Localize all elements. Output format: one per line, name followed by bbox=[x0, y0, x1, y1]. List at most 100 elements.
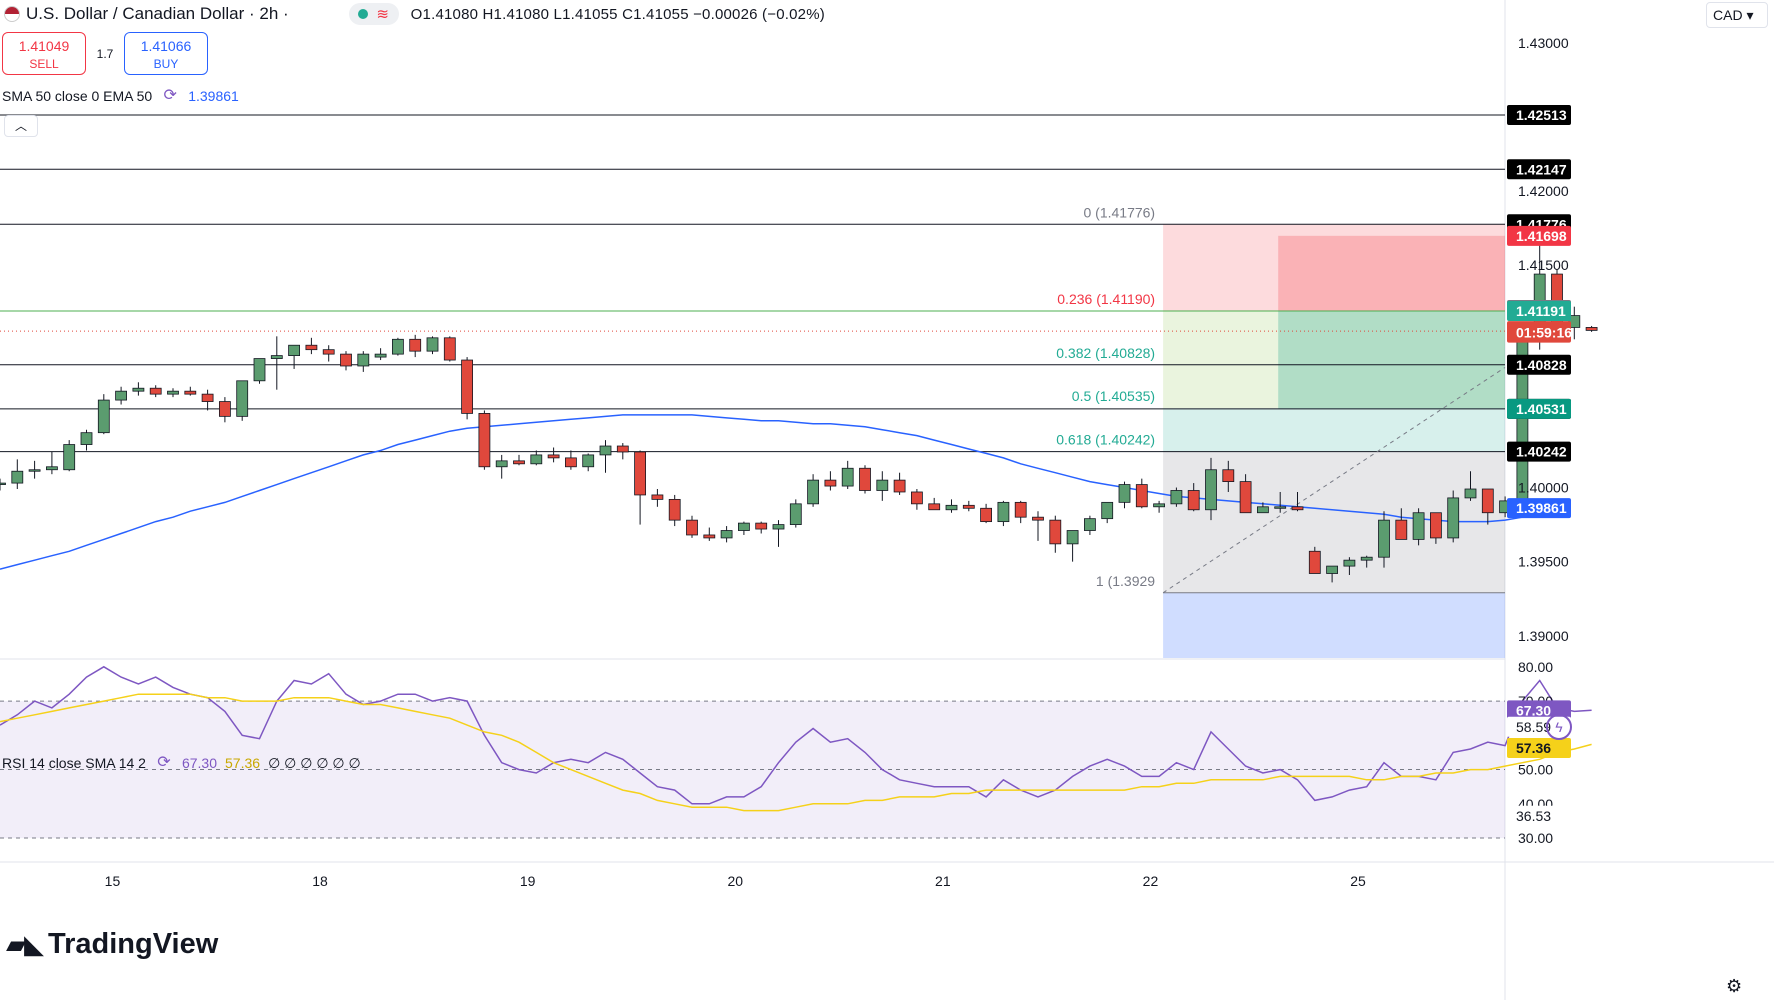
currency-label: CAD bbox=[1713, 7, 1743, 23]
chevron-up-icon[interactable]: ︿ bbox=[4, 115, 38, 137]
candle-body bbox=[616, 445, 629, 453]
candle-body bbox=[530, 454, 543, 465]
rsi-axis-tick: 80.00 bbox=[1518, 659, 1553, 675]
candle-body bbox=[132, 387, 145, 392]
rsi-tag: 36.53 bbox=[1516, 808, 1551, 824]
candle-body bbox=[1187, 490, 1200, 511]
price-tag: 1.41191 bbox=[1516, 303, 1566, 319]
price-axis-tick: 1.43000 bbox=[1518, 35, 1569, 51]
trade-panel: 1.41049 SELL 1.7 1.41066 BUY bbox=[2, 32, 208, 75]
candle-body bbox=[495, 460, 508, 468]
buy-price: 1.41066 bbox=[140, 38, 192, 54]
rsi-tag: 57.36 bbox=[1516, 740, 1551, 756]
cycle-icon[interactable]: ⟳ bbox=[163, 87, 177, 104]
candle-body bbox=[218, 401, 231, 417]
candle-body bbox=[461, 359, 474, 414]
candle-body bbox=[928, 503, 941, 511]
candle-body bbox=[184, 390, 197, 395]
fib-level-label: 0.236 (1.41190) bbox=[1057, 291, 1155, 307]
candle-body bbox=[1066, 530, 1079, 545]
candle-body bbox=[513, 460, 525, 465]
candle-body bbox=[1378, 519, 1390, 558]
tradingview-logo[interactable]: ▰◣ TradingView bbox=[6, 928, 218, 961]
candle-body bbox=[80, 432, 93, 445]
candle-body bbox=[1395, 519, 1408, 540]
position-stop-zone bbox=[1278, 235, 1505, 311]
fib-zone-236-5 bbox=[1163, 311, 1505, 409]
price-tag: 1.39861 bbox=[1516, 500, 1567, 516]
spread-value: 1.7 bbox=[96, 46, 114, 61]
fib-level-label: 0.5 (1.40535) bbox=[1072, 388, 1155, 404]
rsi-indicator-legend[interactable]: RSI 14 close SMA 14 2 ⟳ 67.30 57.36 ∅ ∅ … bbox=[2, 753, 361, 773]
candle-body bbox=[1360, 556, 1373, 561]
ma-indicator-legend[interactable]: SMA 50 close 0 EMA 50 ⟳ 1.39861 bbox=[2, 86, 239, 106]
tradingview-mark-icon: ▰◣ bbox=[6, 929, 44, 959]
market-status-pill[interactable]: ≋ bbox=[348, 3, 399, 25]
candle-body bbox=[426, 337, 439, 352]
candle-body bbox=[11, 470, 24, 484]
candle-body bbox=[1430, 512, 1442, 539]
price-tag: 1.40242 bbox=[1516, 444, 1567, 460]
candle-body bbox=[565, 457, 577, 468]
gear-icon[interactable]: ⚙ bbox=[1726, 976, 1743, 996]
candle-body bbox=[409, 338, 422, 352]
lightning-icon[interactable]: ϟ bbox=[1546, 714, 1572, 740]
candle-body bbox=[1257, 506, 1269, 514]
sell-price: 1.41049 bbox=[18, 38, 70, 54]
candle-body bbox=[1222, 469, 1235, 483]
brand-name: TradingView bbox=[48, 928, 219, 960]
cycle-icon[interactable]: ⟳ bbox=[157, 754, 171, 771]
candle-body bbox=[1153, 503, 1165, 508]
candle-body bbox=[547, 454, 560, 459]
candle-body bbox=[1464, 488, 1477, 499]
candle-body bbox=[945, 504, 958, 511]
fib-level-label: 0.618 (1.40242) bbox=[1056, 432, 1155, 448]
buy-button[interactable]: 1.41066 BUY bbox=[124, 32, 208, 75]
candle-body bbox=[1032, 516, 1044, 521]
candle-body bbox=[755, 522, 768, 530]
fib-zone-0-236 bbox=[1163, 224, 1505, 312]
candle-body bbox=[582, 454, 595, 468]
candle-body bbox=[1014, 501, 1027, 518]
rsi-axis-tick: 50.00 bbox=[1518, 762, 1553, 778]
candle-body bbox=[288, 344, 301, 357]
candle-body bbox=[686, 519, 698, 536]
sell-button[interactable]: 1.41049 SELL bbox=[2, 32, 86, 75]
price-tag: 1.42147 bbox=[1516, 161, 1567, 177]
fib-zone-target bbox=[1163, 592, 1505, 658]
candle-body bbox=[1239, 481, 1252, 514]
fib-level-label: 0 (1.41776) bbox=[1083, 204, 1155, 220]
candle-body bbox=[841, 467, 854, 487]
candle-body bbox=[201, 393, 214, 402]
rsi-sma-value: 57.36 bbox=[225, 755, 261, 771]
price-tag-bg bbox=[1507, 354, 1571, 375]
currency-selector[interactable]: CAD ▾ bbox=[1706, 2, 1768, 28]
time-axis-tick: 15 bbox=[105, 873, 121, 889]
candle-body bbox=[1084, 518, 1096, 531]
symbol-title[interactable]: U.S. Dollar / Canadian Dollar · 2h · bbox=[26, 4, 289, 23]
time-axis-tick: 18 bbox=[312, 873, 328, 889]
us-ca-flag-icon bbox=[4, 6, 20, 22]
price-tag: 1.40828 bbox=[1516, 357, 1567, 373]
candle-body bbox=[859, 467, 871, 491]
price-tag-bg bbox=[1507, 225, 1571, 246]
time-axis-tick: 21 bbox=[935, 873, 951, 889]
buy-label: BUY bbox=[153, 57, 179, 71]
time-axis-tick: 25 bbox=[1350, 873, 1366, 889]
candle-body bbox=[703, 534, 716, 539]
rsi-line bbox=[0, 665, 1592, 805]
candle-body bbox=[0, 482, 6, 485]
candle-body bbox=[668, 498, 681, 521]
price-axis-tick: 1.39000 bbox=[1518, 628, 1569, 644]
candle-body bbox=[443, 337, 456, 361]
rsi-indicator-label: RSI 14 close SMA 14 2 bbox=[2, 755, 146, 771]
candle-body bbox=[1135, 484, 1148, 508]
price-axis-tick: 1.41500 bbox=[1518, 257, 1569, 273]
position-target-zone bbox=[1278, 310, 1505, 409]
rsi-extra-values: ∅ ∅ ∅ ∅ ∅ ∅ bbox=[268, 754, 361, 771]
candle-body bbox=[1049, 519, 1062, 545]
candle-body bbox=[1343, 559, 1356, 567]
candle-body bbox=[1326, 565, 1338, 574]
price-tag-bg bbox=[1507, 159, 1571, 180]
